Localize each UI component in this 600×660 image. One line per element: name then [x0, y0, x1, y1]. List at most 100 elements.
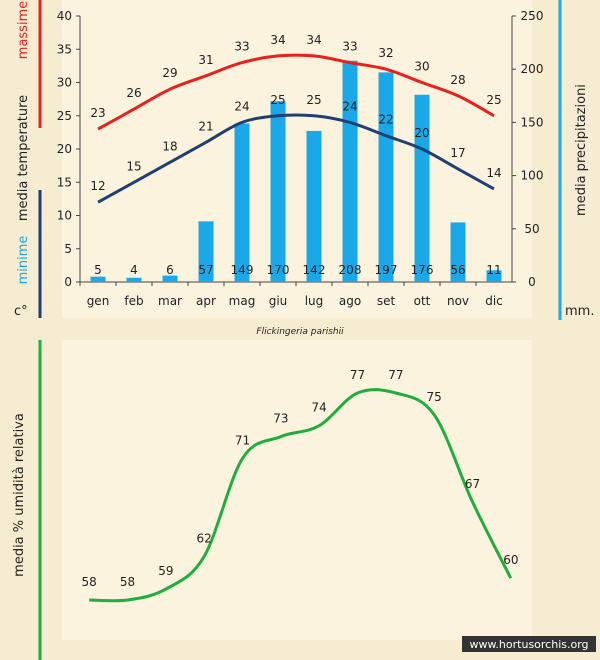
axis-label-minime: minime — [16, 236, 31, 285]
massime-data-label: 30 — [414, 60, 429, 74]
precipitation-data-label: 11 — [486, 263, 501, 277]
left-tick-label: 30 — [57, 76, 72, 90]
minime-data-label: 12 — [90, 179, 105, 193]
minime-data-label: 20 — [414, 126, 429, 140]
x-tick-label: feb — [124, 294, 143, 308]
left-tick-label: 0 — [64, 275, 72, 289]
minime-data-label: 25 — [270, 93, 285, 107]
minime-temperature-line — [97, 113, 495, 204]
x-tick-label: apr — [196, 294, 216, 308]
minime-data-label: 21 — [198, 119, 213, 133]
watermark: www.hortusorchis.org — [469, 638, 588, 651]
precipitation-bar — [162, 275, 178, 282]
humidity-data-label: 60 — [503, 553, 518, 567]
minime-data-label: 24 — [342, 99, 357, 113]
x-tick-label: set — [377, 294, 396, 308]
massime-data-label: 34 — [270, 33, 285, 47]
humidity-data-label: 77 — [388, 368, 403, 382]
axis-label-media-temperature: media temperature — [16, 95, 31, 221]
watermark-bg — [462, 636, 596, 652]
massime-data-label: 28 — [450, 73, 465, 87]
unit-mm: mm. — [565, 304, 594, 319]
left-tick-label: 10 — [57, 209, 72, 223]
humidity-data-label: 71 — [235, 433, 250, 447]
x-tick-label: lug — [305, 294, 324, 308]
minime-data-label: 22 — [378, 113, 393, 127]
massime-data-label: 31 — [198, 53, 213, 67]
minime-data-label: 14 — [486, 166, 501, 180]
precipitation-bar — [234, 123, 250, 283]
precipitation-bar — [378, 72, 394, 282]
humidity-data-label: 58 — [120, 575, 135, 589]
left-tick-label: 40 — [57, 9, 72, 23]
precipitation-data-label: 208 — [339, 263, 362, 277]
massime-data-label: 25 — [486, 93, 501, 107]
minime-data-label: 24 — [234, 99, 249, 113]
minime-data-label: 18 — [162, 139, 177, 153]
precipitation-data-label: 5 — [94, 263, 102, 277]
precipitation-data-label: 176 — [411, 263, 434, 277]
precipitation-data-label: 197 — [375, 263, 398, 277]
massime-data-label: 29 — [162, 66, 177, 80]
humidity-data-label: 75 — [427, 390, 442, 404]
right-tick-label: 50 — [524, 222, 539, 236]
axis-label-massime: massime — [16, 1, 31, 59]
massime-data-label: 34 — [306, 33, 321, 47]
unit-celsius: c° — [14, 304, 28, 319]
precipitation-data-label: 6 — [166, 263, 174, 277]
precipitation-bar — [306, 130, 322, 282]
left-tick-label: 5 — [64, 242, 72, 256]
x-tick-label: gen — [87, 294, 110, 308]
right-tick-label: 250 — [521, 9, 544, 23]
minime-data-label: 17 — [450, 146, 465, 160]
precipitation-bar — [270, 101, 286, 283]
left-tick-label: 15 — [57, 175, 72, 189]
massime-data-label: 26 — [126, 86, 141, 100]
massime-data-label: 33 — [342, 40, 357, 54]
massime-data-label: 23 — [90, 106, 105, 120]
precipitation-data-label: 149 — [231, 263, 254, 277]
precipitation-data-label: 170 — [267, 263, 290, 277]
precipitation-bar — [486, 270, 502, 282]
right-tick-label: 0 — [528, 275, 536, 289]
x-tick-label: ago — [339, 294, 361, 308]
minime-data-label: 25 — [306, 93, 321, 107]
axis-label-media-precipitazioni: media precipitazioni — [574, 84, 589, 216]
humidity-data-label: 58 — [82, 575, 97, 589]
humidity-data-label: 77 — [350, 368, 365, 382]
precipitation-bar — [342, 60, 358, 282]
precipitation-bar — [450, 222, 466, 282]
x-tick-label: giu — [269, 294, 288, 308]
right-tick-label: 100 — [521, 169, 544, 183]
left-tick-label: 20 — [57, 142, 72, 156]
precipitation-data-label: 142 — [303, 263, 326, 277]
precipitation-bar — [126, 277, 142, 282]
left-tick-label: 35 — [57, 42, 72, 56]
right-tick-label: 150 — [521, 115, 544, 129]
massime-data-label: 33 — [234, 40, 249, 54]
right-tick-label: 200 — [521, 62, 544, 76]
bottom-chart: 58 58 59 62 71 73 74 77 77 75 67 60 — [82, 368, 518, 603]
left-tick-label: 25 — [57, 109, 72, 123]
humidity-line — [89, 388, 513, 603]
precipitation-bar — [90, 276, 106, 282]
humidity-data-label: 73 — [273, 412, 288, 426]
humidity-data-label: 67 — [465, 477, 480, 491]
x-tick-label: ott — [414, 294, 431, 308]
x-tick-label: mar — [158, 294, 182, 308]
precipitation-data-label: 57 — [198, 263, 213, 277]
x-tick-label: dic — [485, 294, 503, 308]
bottom-chart-panel — [62, 340, 532, 640]
humidity-data-label: 62 — [197, 531, 212, 545]
precipitation-data-label: 56 — [450, 263, 465, 277]
x-tick-label: mag — [229, 294, 256, 308]
species-title: Flickingeria parishii — [256, 327, 344, 337]
precipitation-bar — [414, 94, 430, 283]
axis-label-humidity: media % umidità relativa — [12, 413, 27, 577]
precipitation-bar — [198, 221, 214, 282]
massime-temperature-line — [97, 53, 495, 131]
humidity-data-label: 59 — [158, 564, 173, 578]
humidity-data-label: 74 — [312, 401, 327, 415]
precipitation-data-label: 4 — [130, 263, 138, 277]
